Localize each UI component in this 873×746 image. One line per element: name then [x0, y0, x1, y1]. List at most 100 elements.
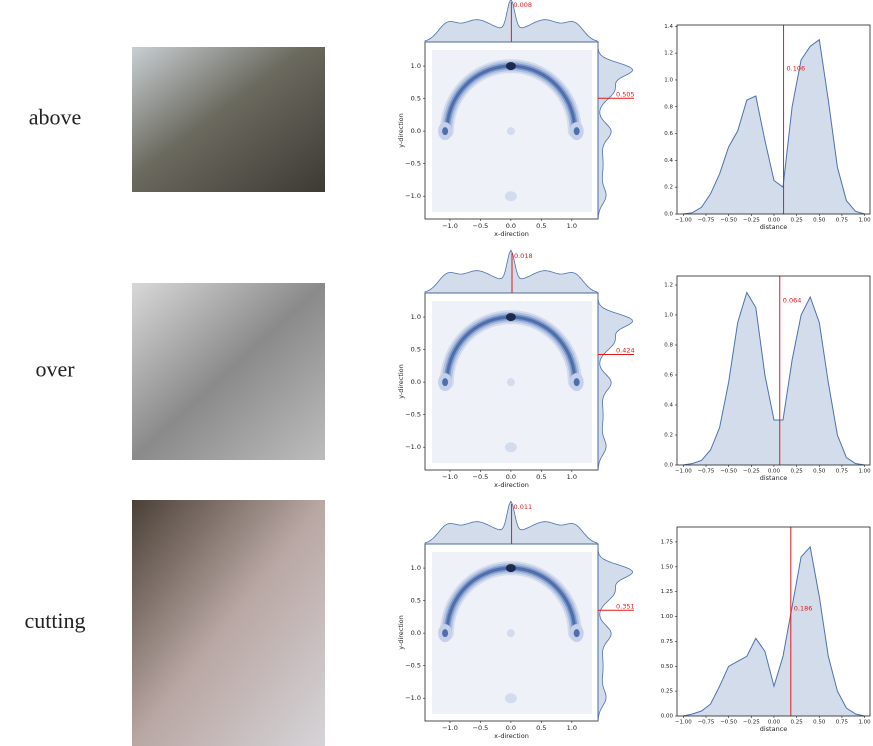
y-tick-label: 0.0 [411, 127, 421, 135]
x-tick-label: −0.75 [698, 720, 715, 726]
kde-blob [442, 378, 448, 386]
marginal-right [598, 544, 633, 721]
kde-blob [507, 127, 515, 135]
photo [132, 283, 325, 460]
kde-blob [507, 629, 515, 637]
x-tick-label: 0.75 [836, 218, 849, 224]
kde-blob [442, 629, 448, 637]
x-axis-label: x-direction [494, 230, 529, 238]
x-marker-label: 0.008 [513, 1, 532, 9]
x-axis-label: x-direction [494, 732, 529, 740]
kde-blob [506, 313, 516, 321]
y-tick-label: 0.75 [661, 639, 674, 645]
x-axis-label: distance [760, 725, 788, 733]
x-tick-label: 0.25 [790, 218, 803, 224]
photo [132, 47, 325, 192]
x-tick-label: −0.75 [698, 218, 715, 224]
figure: above 0.008 0.505 −1.0 −0.5 0.0 0.5 1.0 −1.0 −0.5… [0, 0, 873, 746]
density-area [683, 293, 864, 466]
x-tick-label: −1.00 [675, 469, 692, 475]
y-tick-label: 1.0 [411, 62, 421, 70]
y-tick-label: 0.00 [661, 714, 674, 720]
y-tick-label: 0.0 [411, 378, 421, 386]
distance-marker-label: 0.064 [783, 297, 802, 305]
kde-blob [505, 442, 517, 452]
x-tick-label: 0.5 [536, 222, 546, 230]
y-tick-label: 0.8 [664, 104, 673, 110]
x-tick-label: −0.50 [720, 720, 737, 726]
x-tick-label: −0.25 [743, 469, 760, 475]
x-tick-label: 0.25 [790, 469, 803, 475]
x-tick-label: −0.5 [473, 473, 489, 481]
distance-marker-label: 0.186 [794, 604, 813, 612]
x-tick-label: 1.0 [567, 724, 577, 732]
y-tick-label: 1.0 [664, 77, 673, 83]
y-axis-label: y-direction [397, 113, 405, 148]
y-tick-label: 0.25 [661, 689, 674, 695]
y-tick-label: 1.75 [661, 539, 674, 545]
y-tick-label: 0.0 [664, 212, 673, 218]
y-tick-label: 1.00 [661, 614, 674, 620]
y-tick-label: −0.5 [405, 662, 421, 670]
x-tick-label: 1.0 [567, 222, 577, 230]
x-axis-label: distance [760, 474, 788, 482]
y-tick-label: −1.0 [405, 192, 421, 200]
photo [132, 500, 325, 746]
x-tick-label: −0.50 [720, 218, 737, 224]
x-tick-label: 0.0 [506, 473, 516, 481]
x-tick-label: 0.50 [813, 218, 826, 224]
x-tick-label: −1.0 [442, 222, 458, 230]
marginal-right [598, 293, 633, 470]
x-tick-label: 0.0 [506, 222, 516, 230]
y-tick-label: −0.5 [405, 160, 421, 168]
y-tick-label: 0.0 [411, 629, 421, 637]
x-axis-label: distance [760, 223, 788, 231]
x-tick-label: 0.5 [536, 724, 546, 732]
y-tick-label: 1.25 [661, 589, 674, 595]
distance-marker-label: 0.106 [787, 64, 806, 72]
row-label: above [29, 105, 82, 130]
y-tick-label: 0.6 [664, 131, 673, 137]
marginal-right [598, 42, 633, 219]
y-tick-label: 0.4 [664, 403, 673, 409]
y-tick-label: 1.4 [664, 24, 673, 30]
x-tick-label: −0.50 [720, 469, 737, 475]
y-tick-label: 1.2 [664, 283, 673, 289]
x-tick-label: 1.0 [567, 473, 577, 481]
x-tick-label: 1.00 [858, 469, 871, 475]
x-tick-label: −0.5 [473, 724, 489, 732]
x-marker-label: 0.011 [514, 503, 533, 511]
x-tick-label: 0.0 [506, 724, 516, 732]
kde-blob [505, 191, 517, 201]
x-tick-label: 0.75 [836, 469, 849, 475]
x-tick-label: −1.0 [442, 473, 458, 481]
kde-blob [574, 127, 580, 135]
y-marker-label: 0.351 [616, 602, 635, 610]
y-tick-label: 0.5 [411, 597, 421, 605]
y-tick-label: 1.0 [411, 564, 421, 572]
y-tick-label: 0.6 [664, 373, 673, 379]
x-tick-label: −1.00 [675, 218, 692, 224]
y-tick-label: −1.0 [405, 443, 421, 451]
kde-blob [505, 693, 517, 703]
y-marker-label: 0.424 [616, 347, 635, 355]
x-tick-label: 1.00 [858, 720, 871, 726]
x-tick-label: 0.5 [536, 473, 546, 481]
y-axis-label: y-direction [397, 615, 405, 650]
row-label: over [35, 357, 75, 382]
x-axis-label: x-direction [494, 481, 529, 489]
y-tick-label: 1.2 [664, 51, 673, 57]
y-tick-label: −1.0 [405, 694, 421, 702]
kde-blob [574, 629, 580, 637]
y-tick-label: 0.5 [411, 95, 421, 103]
y-tick-label: 1.0 [411, 313, 421, 321]
y-marker-label: 0.505 [616, 90, 635, 98]
y-tick-label: 1.0 [664, 313, 673, 319]
x-tick-label: −1.00 [675, 720, 692, 726]
y-tick-label: 1.50 [661, 564, 674, 570]
y-tick-label: −0.5 [405, 411, 421, 419]
x-tick-label: 0.75 [836, 720, 849, 726]
y-tick-label: 0.2 [664, 433, 673, 439]
kde-blob [574, 378, 580, 386]
kde-blob [506, 62, 516, 70]
